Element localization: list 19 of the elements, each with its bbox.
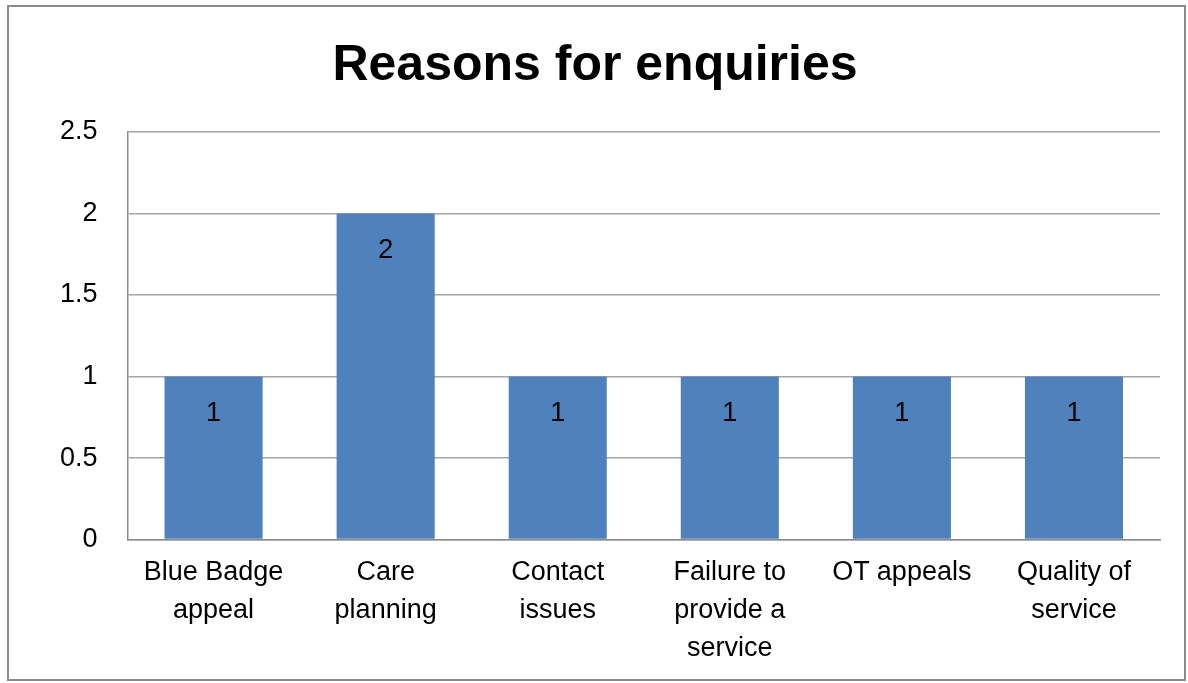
x-tick-label: Quality of service	[1016, 555, 1132, 624]
x-tick-label: OT appeals	[832, 555, 972, 586]
y-tick-label: 0.5	[59, 441, 98, 472]
y-tick-label: 0	[82, 523, 98, 554]
x-tick-label: Contact issues	[511, 555, 605, 624]
data-label: 1	[206, 397, 222, 428]
data-label: 1	[894, 397, 910, 428]
y-tick-label: 1.5	[59, 278, 98, 309]
x-tick-label: Care planning	[334, 555, 437, 624]
data-label: 1	[550, 397, 566, 428]
data-label: 1	[1066, 397, 1082, 428]
data-label: 1	[722, 397, 738, 428]
y-tick-label: 2	[82, 196, 98, 227]
y-tick-label: 1	[82, 360, 98, 391]
y-tick-label: 2.5	[59, 115, 98, 146]
x-tick-label: Blue Badge appeal	[143, 555, 284, 624]
data-label: 2	[378, 233, 394, 264]
x-tick-label: Failure to provide a service	[673, 555, 787, 662]
chart-title: Reasons for enquiries	[332, 34, 858, 91]
